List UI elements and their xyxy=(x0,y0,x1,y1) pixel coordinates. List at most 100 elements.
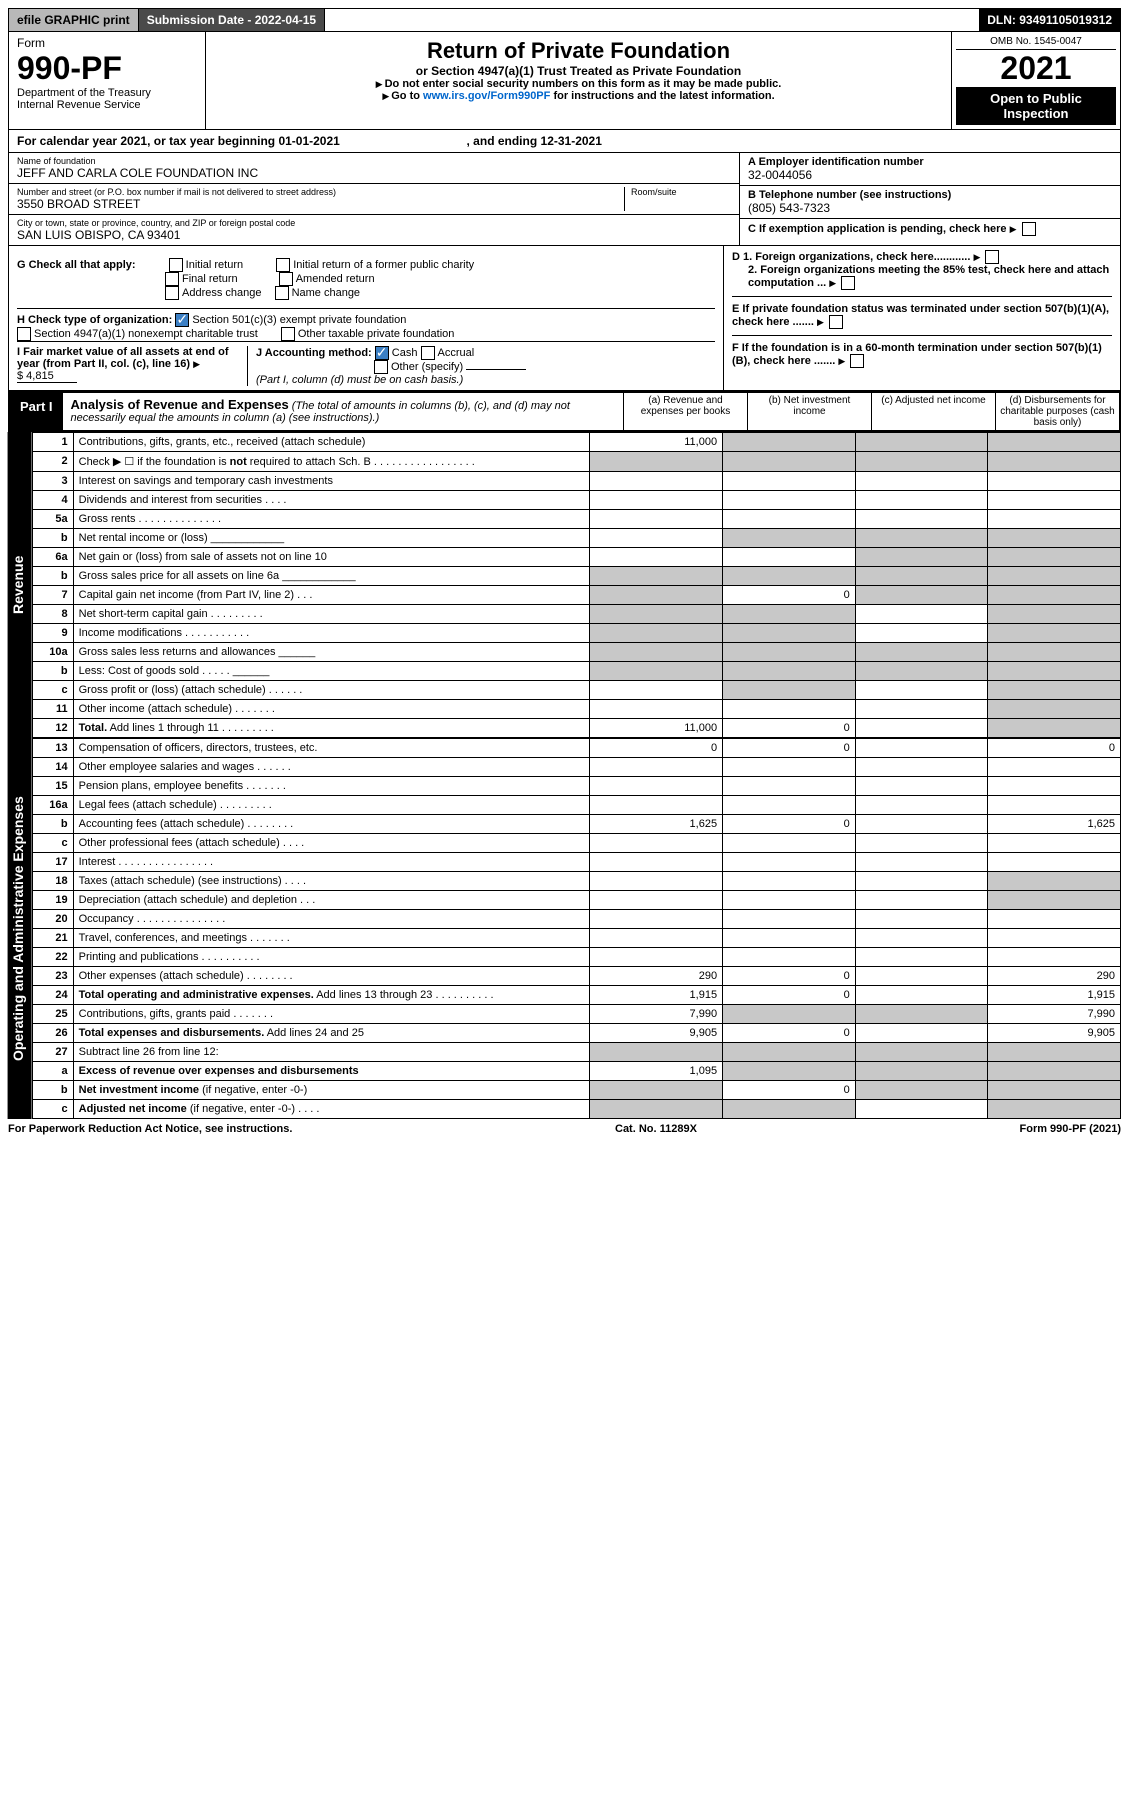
cat-number: Cat. No. 11289X xyxy=(615,1123,697,1135)
col-d: (d) Disbursements for charitable purpose… xyxy=(995,393,1119,430)
cb-other-acc[interactable] xyxy=(374,360,388,374)
cb-amended[interactable] xyxy=(279,272,293,286)
table-row: bGross sales price for all assets on lin… xyxy=(32,567,1120,586)
table-row: 9Income modifications . . . . . . . . . … xyxy=(32,624,1120,643)
h-label: H Check type of organization: xyxy=(17,314,172,326)
table-row: 1Contributions, gifts, grants, etc., rec… xyxy=(32,433,1120,452)
part1-label: Part I xyxy=(10,393,63,430)
department: Department of the Treasury Internal Reve… xyxy=(17,87,197,111)
calendar-year-row: For calendar year 2021, or tax year begi… xyxy=(8,130,1121,153)
table-row: 18Taxes (attach schedule) (see instructi… xyxy=(32,872,1120,891)
table-row: 23Other expenses (attach schedule) . . .… xyxy=(32,967,1120,986)
ein-value: 32-0044056 xyxy=(748,168,1112,182)
footer: For Paperwork Reduction Act Notice, see … xyxy=(8,1119,1121,1135)
table-row: bLess: Cost of goods sold . . . . . ____… xyxy=(32,662,1120,681)
cb-accrual[interactable] xyxy=(421,346,435,360)
g-opt-1: Final return xyxy=(182,273,238,285)
table-row: 11Other income (attach schedule) . . . .… xyxy=(32,700,1120,719)
cb-cash[interactable] xyxy=(375,346,389,360)
cb-name[interactable] xyxy=(275,286,289,300)
foundation-name: JEFF AND CARLA COLE FOUNDATION INC xyxy=(17,166,731,180)
room-label: Room/suite xyxy=(631,187,731,197)
table-row: 16aLegal fees (attach schedule) . . . . … xyxy=(32,796,1120,815)
exemption-pending: C If exemption application is pending, c… xyxy=(748,223,1007,235)
d2-label: 2. Foreign organizations meeting the 85%… xyxy=(748,264,1109,289)
table-row: 4Dividends and interest from securities … xyxy=(32,491,1120,510)
e-label: E If private foundation status was termi… xyxy=(732,303,1109,328)
j-accrual: Accrual xyxy=(438,347,475,359)
cb-address[interactable] xyxy=(165,286,179,300)
table-row: 8Net short-term capital gain . . . . . .… xyxy=(32,605,1120,624)
table-row: 25Contributions, gifts, grants paid . . … xyxy=(32,1005,1120,1024)
j-other: Other (specify) xyxy=(391,361,463,373)
cb-d2[interactable] xyxy=(841,276,855,290)
table-row: 3Interest on savings and temporary cash … xyxy=(32,472,1120,491)
form-label: Form xyxy=(17,36,197,50)
table-row: 7Capital gain net income (from Part IV, … xyxy=(32,586,1120,605)
table-row: 20Occupancy . . . . . . . . . . . . . . … xyxy=(32,910,1120,929)
col-a: (a) Revenue and expenses per books xyxy=(623,393,747,430)
table-row: 19Depreciation (attach schedule) and dep… xyxy=(32,891,1120,910)
i-value: $ 4,815 xyxy=(17,370,77,383)
g-opt-5: Name change xyxy=(292,287,361,299)
part1-title: Analysis of Revenue and Expenses xyxy=(71,397,289,412)
table-row: 17Interest . . . . . . . . . . . . . . .… xyxy=(32,853,1120,872)
top-bar: efile GRAPHIC print Submission Date - 20… xyxy=(8,8,1121,32)
revenue-side-label: Revenue xyxy=(8,432,32,738)
table-row: 2Check ▶ ☐ if the foundation is not requ… xyxy=(32,452,1120,472)
checkbox-c[interactable] xyxy=(1022,222,1036,236)
table-row: aExcess of revenue over expenses and dis… xyxy=(32,1062,1120,1081)
cb-other-tax[interactable] xyxy=(281,327,295,341)
note-goto: Go to xyxy=(391,90,420,102)
efile-tag: efile GRAPHIC print xyxy=(9,9,139,31)
h-opt-1: Section 501(c)(3) exempt private foundat… xyxy=(192,314,406,326)
cb-initial[interactable] xyxy=(169,258,183,272)
table-row: 12Total. Add lines 1 through 11 . . . . … xyxy=(32,719,1120,738)
form-number: 990-PF xyxy=(17,50,197,87)
dln-number: DLN: 93491105019312 xyxy=(979,9,1120,31)
table-row: 21Travel, conferences, and meetings . . … xyxy=(32,929,1120,948)
g-label: G Check all that apply: xyxy=(17,259,136,271)
open-inspection: Open to Public Inspection xyxy=(956,87,1116,125)
table-row: 10aGross sales less returns and allowanc… xyxy=(32,643,1120,662)
address-label: Number and street (or P.O. box number if… xyxy=(17,187,624,197)
address: 3550 BROAD STREET xyxy=(17,197,624,211)
table-row: bNet investment income (if negative, ent… xyxy=(32,1081,1120,1100)
h-opt-3: Other taxable private foundation xyxy=(298,328,455,340)
omb-number: OMB No. 1545-0047 xyxy=(956,36,1116,50)
f-label: F If the foundation is in a 60-month ter… xyxy=(732,342,1102,367)
city-label: City or town, state or province, country… xyxy=(17,218,731,228)
cb-d1[interactable] xyxy=(985,250,999,264)
h-opt-2: Section 4947(a)(1) nonexempt charitable … xyxy=(34,328,258,340)
tax-year: 2021 xyxy=(956,50,1116,87)
phone-value: (805) 543-7323 xyxy=(748,201,1112,215)
cb-initial-pc[interactable] xyxy=(276,258,290,272)
table-row: bAccounting fees (attach schedule) . . .… xyxy=(32,815,1120,834)
j-label: J Accounting method: xyxy=(256,347,372,359)
ghi-block: G Check all that apply: Initial return I… xyxy=(8,246,1121,391)
j-cash: Cash xyxy=(392,347,418,359)
form-subtitle: or Section 4947(a)(1) Trust Treated as P… xyxy=(212,64,945,78)
table-row: cAdjusted net income (if negative, enter… xyxy=(32,1100,1120,1119)
table-row: cGross profit or (loss) (attach schedule… xyxy=(32,681,1120,700)
note-ssn: Do not enter social security numbers on … xyxy=(385,78,782,90)
expenses-side-label: Operating and Administrative Expenses xyxy=(8,738,32,1119)
cal-end: , and ending 12-31-2021 xyxy=(467,134,602,148)
table-row: 6aNet gain or (loss) from sale of assets… xyxy=(32,548,1120,567)
irs-link[interactable]: www.irs.gov/Form990PF xyxy=(423,90,550,102)
g-opt-0: Initial return xyxy=(186,259,243,271)
table-row: 26Total expenses and disbursements. Add … xyxy=(32,1024,1120,1043)
table-row: bNet rental income or (loss) ___________… xyxy=(32,529,1120,548)
cb-f[interactable] xyxy=(850,354,864,368)
paperwork-notice: For Paperwork Reduction Act Notice, see … xyxy=(8,1123,292,1135)
note-instr: for instructions and the latest informat… xyxy=(553,90,774,102)
table-row: 24Total operating and administrative exp… xyxy=(32,986,1120,1005)
cb-final[interactable] xyxy=(165,272,179,286)
col-c: (c) Adjusted net income xyxy=(871,393,995,430)
cb-4947[interactable] xyxy=(17,327,31,341)
revenue-table: 1Contributions, gifts, grants, etc., rec… xyxy=(32,432,1121,738)
cb-e[interactable] xyxy=(829,315,843,329)
cb-501c3[interactable] xyxy=(175,313,189,327)
col-b: (b) Net investment income xyxy=(747,393,871,430)
part1-header: Part I Analysis of Revenue and Expenses … xyxy=(8,391,1121,432)
